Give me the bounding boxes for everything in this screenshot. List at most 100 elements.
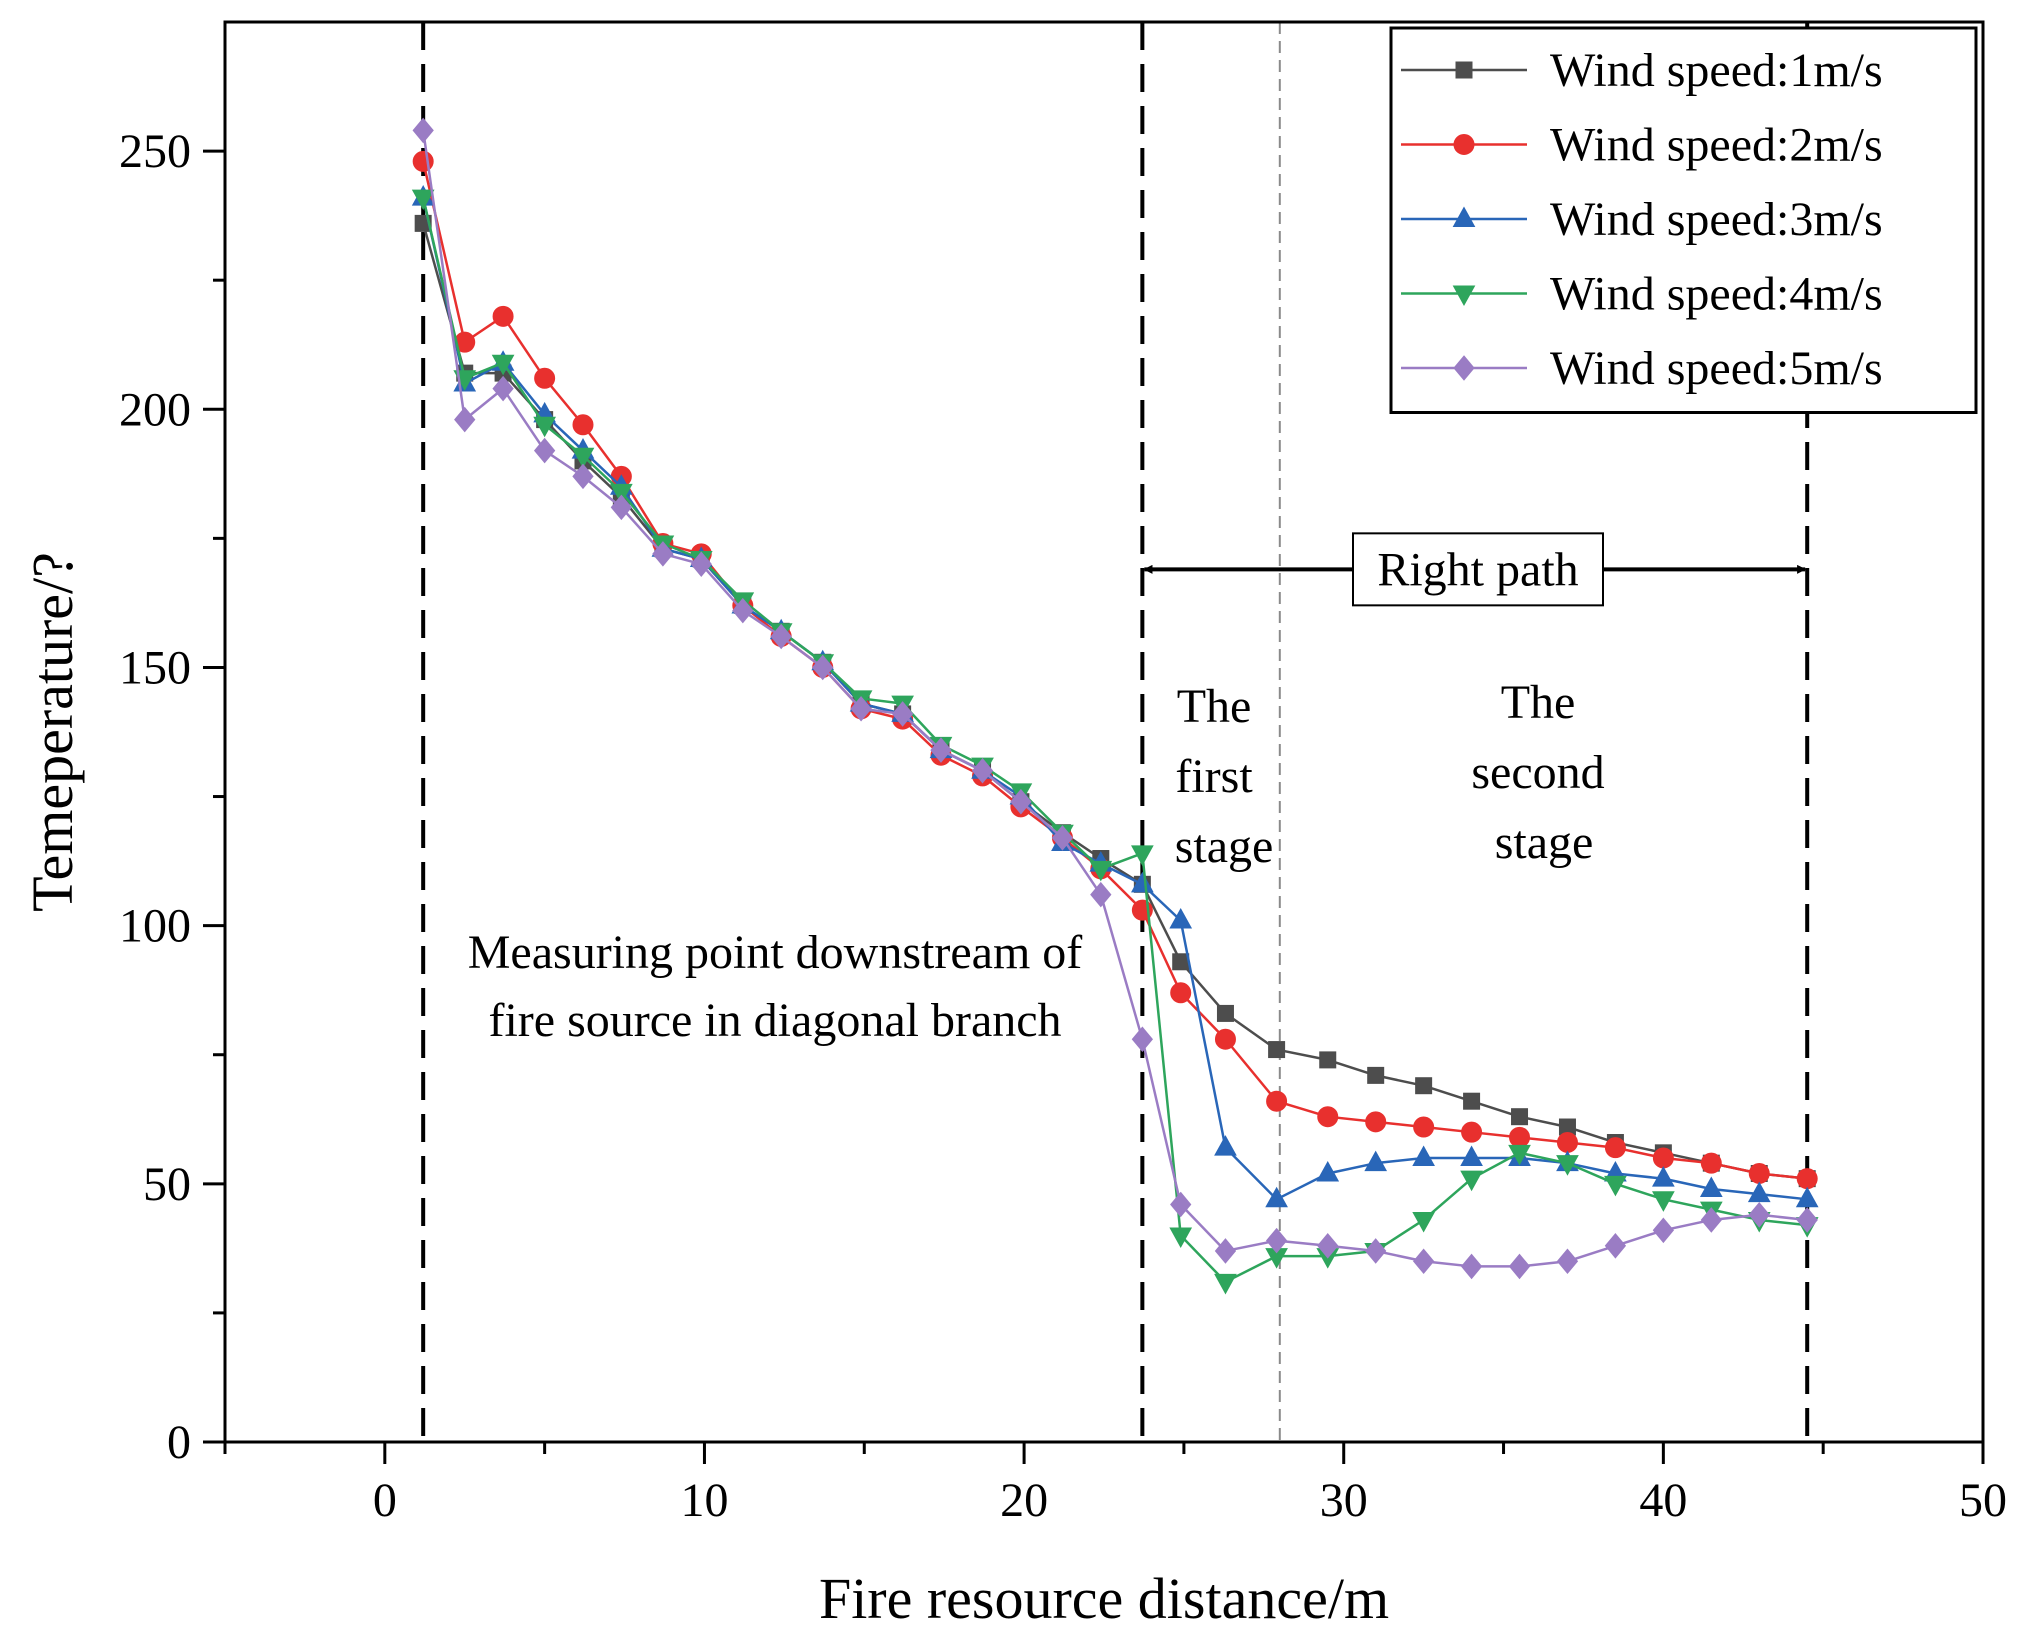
legend-swatch-marker (1452, 285, 1476, 307)
data-point (1460, 1253, 1483, 1280)
data-point (1172, 953, 1190, 971)
region-label-line-1: Measuring point downstream of (468, 926, 1083, 979)
data-point (1652, 1166, 1675, 1187)
y-axis-title: Temeperature/? (20, 552, 85, 912)
y-tick-label: 0 (167, 1416, 191, 1469)
data-point (1463, 1092, 1481, 1110)
data-point (571, 447, 595, 469)
data-point (1511, 1108, 1529, 1126)
legend: Wind speed:1m/s Wind speed:2m/s Wind speed… (1389, 26, 1978, 414)
data-point (1131, 845, 1154, 866)
legend-swatch-marker (1453, 134, 1475, 155)
data-point (1365, 1238, 1387, 1264)
data-point (1265, 1227, 1288, 1254)
data-point (930, 737, 952, 763)
data-point (610, 494, 632, 521)
data-point (1556, 1132, 1578, 1154)
data-point (1089, 860, 1113, 882)
data-point (412, 150, 434, 172)
data-point (1316, 1160, 1340, 1182)
right-path-arrow: Right path (1143, 532, 1807, 607)
data-point (1214, 1238, 1237, 1264)
data-point (1604, 1175, 1627, 1197)
y-tick-label: 100 (119, 900, 191, 953)
data-point (533, 416, 556, 438)
x-tick-label: 0 (373, 1474, 397, 1527)
data-point (1364, 1150, 1388, 1172)
second-stage-label-line-3: stage (1495, 816, 1594, 869)
data-point (1265, 1186, 1288, 1208)
data-point (572, 463, 594, 490)
data-point (1412, 1211, 1435, 1233)
right-path-label-box (1352, 532, 1604, 607)
data-point (850, 695, 872, 722)
data-point (1795, 1186, 1819, 1208)
y-tick-label: 50 (143, 1158, 191, 1211)
first-stage-label-line-1: The (1177, 680, 1252, 733)
data-point (1700, 1207, 1722, 1233)
legend-swatch-marker (1452, 206, 1476, 227)
x-tick-label: 20 (1000, 1474, 1048, 1527)
data-point (492, 305, 514, 327)
data-point (534, 367, 556, 389)
data-point (1796, 1207, 1818, 1233)
x-tick-label: 40 (1639, 1474, 1687, 1527)
data-point (492, 375, 514, 402)
data-point (1090, 881, 1112, 908)
data-point (1652, 1191, 1675, 1212)
data-point (533, 437, 556, 464)
series-5 (412, 117, 1818, 1280)
legend-swatch-marker (1453, 355, 1475, 381)
legend-label: Wind speed:5m/s (1550, 342, 1883, 395)
data-point (1652, 1217, 1675, 1244)
data-point (1796, 1168, 1818, 1190)
data-point (1317, 1106, 1339, 1128)
data-point (454, 406, 476, 433)
axis-ticks: 0 10 20 30 40 50 0 50 100 150 200 250 (119, 125, 2007, 1527)
data-point (1317, 1233, 1339, 1259)
data-point (1266, 1090, 1288, 1112)
data-point (411, 189, 435, 211)
second-stage-label-line-2: second (1471, 746, 1604, 799)
y-tick-label: 200 (119, 383, 191, 436)
data-point (1010, 788, 1032, 815)
data-point (891, 701, 914, 727)
data-point (610, 483, 633, 505)
legend-label: Wind speed:2m/s (1550, 119, 1883, 172)
data-point (1169, 907, 1193, 929)
data-point (812, 654, 834, 681)
data-point (1508, 1253, 1531, 1280)
data-point (1268, 1041, 1286, 1059)
data-point (1319, 1051, 1337, 1069)
data-point (491, 354, 515, 376)
right-path-label: Right path (1377, 543, 1578, 596)
data-point (1170, 1191, 1192, 1218)
data-point (1214, 1273, 1237, 1295)
data-point (1748, 1202, 1770, 1228)
legend-swatch-marker (1455, 61, 1473, 79)
data-point (1169, 1227, 1193, 1248)
data-point (1051, 825, 1074, 851)
y-tick-label: 150 (119, 641, 191, 694)
data-point (1415, 1077, 1433, 1095)
plot-frame (223, 20, 1985, 1444)
data-point (1747, 1181, 1771, 1203)
first-stage-label-line-2: first (1175, 750, 1253, 803)
annotations: Measuring point downstream of fire sourc… (468, 676, 1605, 1047)
x-tick-label: 50 (1959, 1474, 2007, 1527)
region-label-line-2: fire source in diagonal branch (488, 994, 1061, 1047)
data-point (412, 117, 434, 144)
legend-label: Wind speed:1m/s (1550, 44, 1883, 97)
data-point (971, 757, 994, 784)
data-point (652, 541, 674, 567)
second-stage-label-line-1: The (1501, 676, 1576, 729)
data-point (1556, 1248, 1579, 1275)
data-point (1460, 1170, 1483, 1192)
data-point (690, 551, 712, 577)
data-point (1652, 1147, 1674, 1169)
data-point (1556, 1155, 1579, 1176)
data-point (1131, 1026, 1154, 1053)
data-point (1367, 1066, 1385, 1084)
data-point (1412, 1248, 1435, 1275)
